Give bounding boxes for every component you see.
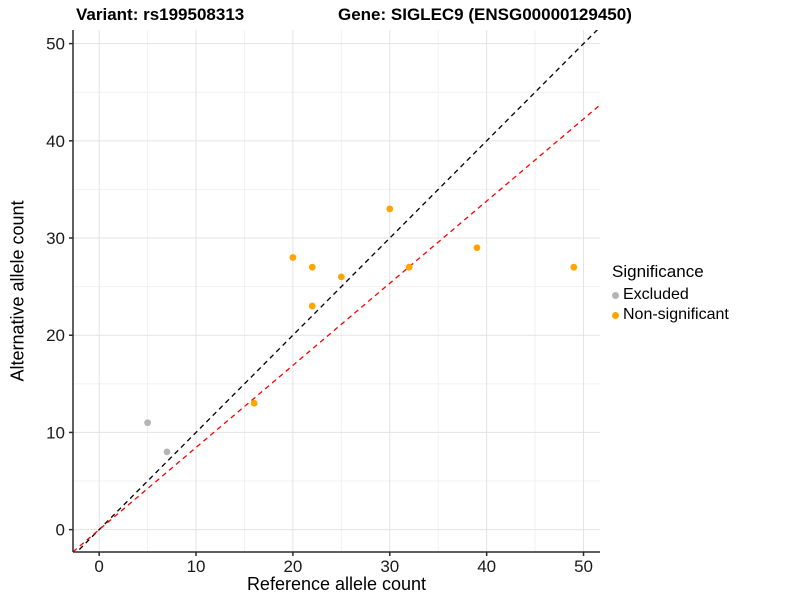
data-point-non-significant <box>337 273 345 281</box>
y-tick-label: 50 <box>46 35 65 54</box>
y-tick-label: 20 <box>46 326 65 345</box>
y-tick-label: 0 <box>56 521 65 540</box>
legend: Significance Excluded Non-significant <box>612 262 729 325</box>
y-tick-label: 40 <box>46 132 65 151</box>
data-point-non-significant <box>570 263 578 271</box>
legend-item-non-significant: Non-significant <box>612 305 729 325</box>
y-tick-label: 30 <box>46 229 65 248</box>
x-tick-label: 40 <box>477 557 496 576</box>
legend-item-label: Excluded <box>623 286 689 303</box>
x-tick-label: 30 <box>380 557 399 576</box>
data-point-non-significant <box>289 254 297 261</box>
data-point-non-significant <box>405 263 413 271</box>
non-significant-dot-icon <box>612 311 619 319</box>
data-point-non-significant <box>250 399 258 407</box>
data-point-excluded <box>163 448 171 456</box>
excluded-dot-icon <box>612 291 619 299</box>
legend-title: Significance <box>612 262 704 281</box>
y-axis-title: Alternative allele count <box>7 200 28 382</box>
data-point-non-significant <box>473 244 481 252</box>
legend-item-label: Non-significant <box>623 306 729 323</box>
legend-item-excluded: Excluded <box>612 285 729 305</box>
y-tick-label: 10 <box>46 423 65 442</box>
x-tick-label: 0 <box>94 557 103 576</box>
gene-title: Gene: SIGLEC9 (ENSG00000129450) <box>338 5 632 24</box>
x-tick-label: 50 <box>574 557 593 576</box>
expected-ratio-line <box>73 104 600 552</box>
x-axis-title: Reference allele count <box>246 574 427 594</box>
variant-title: Variant: rs199508313 <box>76 5 245 24</box>
x-tick-label: 10 <box>187 557 206 576</box>
data-point-non-significant <box>386 205 394 213</box>
identity-line <box>75 30 599 552</box>
x-tick-label: 20 <box>283 557 302 576</box>
data-point-non-significant <box>308 302 316 310</box>
data-point-excluded <box>144 419 151 427</box>
data-point-non-significant <box>308 263 316 271</box>
